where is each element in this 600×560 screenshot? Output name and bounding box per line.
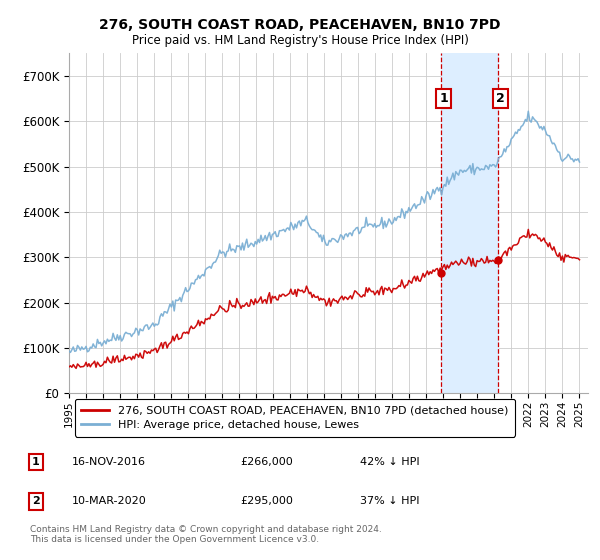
Text: 1: 1 bbox=[439, 92, 448, 105]
Text: 42% ↓ HPI: 42% ↓ HPI bbox=[360, 457, 419, 467]
Text: 2: 2 bbox=[496, 92, 505, 105]
Text: Price paid vs. HM Land Registry's House Price Index (HPI): Price paid vs. HM Land Registry's House … bbox=[131, 34, 469, 47]
Text: 37% ↓ HPI: 37% ↓ HPI bbox=[360, 496, 419, 506]
Text: Contains HM Land Registry data © Crown copyright and database right 2024.
This d: Contains HM Land Registry data © Crown c… bbox=[30, 525, 382, 544]
Text: £295,000: £295,000 bbox=[240, 496, 293, 506]
Text: 2: 2 bbox=[32, 496, 40, 506]
Text: 16-NOV-2016: 16-NOV-2016 bbox=[72, 457, 146, 467]
Legend: 276, SOUTH COAST ROAD, PEACEHAVEN, BN10 7PD (detached house), HPI: Average price: 276, SOUTH COAST ROAD, PEACEHAVEN, BN10 … bbox=[74, 399, 515, 437]
Text: £266,000: £266,000 bbox=[240, 457, 293, 467]
Text: 10-MAR-2020: 10-MAR-2020 bbox=[72, 496, 147, 506]
Bar bbox=[442, 53, 497, 393]
Text: 276, SOUTH COAST ROAD, PEACEHAVEN, BN10 7PD: 276, SOUTH COAST ROAD, PEACEHAVEN, BN10 … bbox=[99, 18, 501, 32]
Text: 1: 1 bbox=[32, 457, 40, 467]
